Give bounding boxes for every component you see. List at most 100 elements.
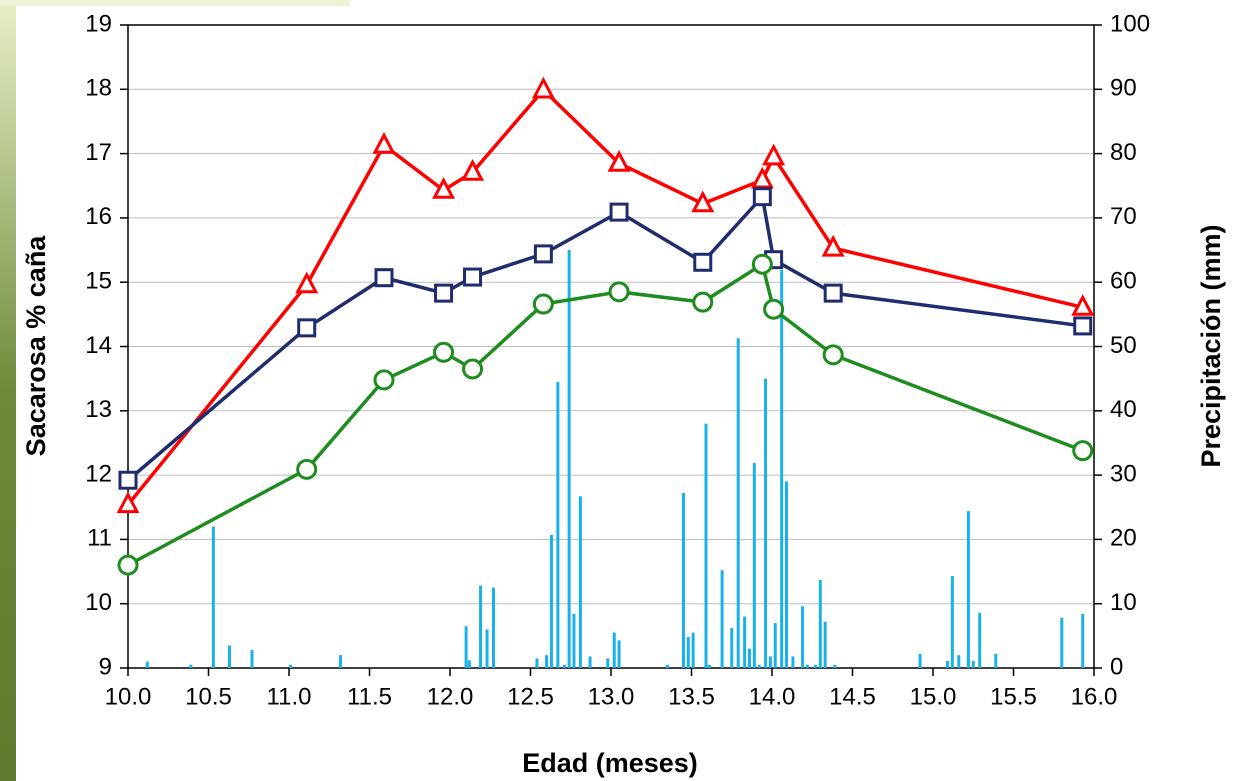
precipitation-bar [691, 632, 695, 668]
precipitation-bar [572, 613, 576, 668]
precipitation-bar [945, 660, 949, 668]
plot-frame [127, 24, 1095, 669]
precipitation-bar [833, 664, 837, 668]
circle-marker [822, 344, 844, 366]
precipitation-bar [289, 664, 293, 668]
precipitation-bar [686, 637, 690, 668]
square-marker [1073, 316, 1093, 336]
triangle-marker [432, 177, 456, 199]
square-marker [533, 244, 553, 264]
y-tick-label: 15 [85, 268, 112, 295]
triangle-marker [750, 166, 774, 189]
y2-tick-label: 50 [1110, 332, 1137, 359]
y-tick-label: 17 [85, 139, 112, 166]
y-tick-label: 10 [85, 589, 112, 616]
square-marker [693, 252, 713, 272]
square-marker [752, 187, 772, 207]
precipitation-bar [485, 629, 489, 668]
precipitation-bar [966, 511, 970, 668]
y2-tick-label: 80 [1110, 139, 1137, 166]
precipitation-bar [823, 621, 827, 668]
y2-tick-label: 90 [1110, 75, 1137, 102]
triangle-marker [691, 190, 715, 213]
square-marker [374, 268, 394, 288]
circle-marker [692, 291, 714, 313]
x-tick-label: 13.5 [668, 683, 715, 710]
precipitation-bar [704, 423, 708, 668]
precipitation-bar [545, 655, 549, 668]
x-axis-title: Edad (meses) [522, 748, 698, 778]
y-tick-label: 12 [85, 460, 112, 487]
precipitation-bar [617, 640, 621, 668]
triangle-marker [372, 132, 396, 154]
y-tick-label: 16 [85, 203, 112, 230]
circle-marker [1072, 440, 1094, 462]
precipitation-bar [736, 338, 740, 668]
x-tick-label: 14.5 [829, 683, 876, 710]
precipitation-bar [339, 655, 343, 668]
precipitation-bar [467, 660, 471, 668]
precipitation-bar [730, 628, 734, 668]
precipitation-bar [971, 660, 975, 668]
triangle-marker [116, 491, 140, 514]
circle-marker [751, 253, 773, 275]
precipitation-bar [535, 658, 539, 668]
y-tick-label: 11 [87, 525, 112, 552]
y-axis-title: Sacarosa % caña [21, 235, 51, 457]
triangle-marker [762, 143, 786, 166]
y2-axis-title: Precipitación (mm) [1196, 224, 1226, 467]
precipitation-bar [211, 526, 215, 668]
triangle-marker [461, 159, 485, 181]
precipitation-bar [1060, 617, 1064, 668]
triangle-marker [531, 76, 555, 99]
x-tick-label: 11.0 [267, 683, 312, 710]
precipitation-bar [549, 534, 553, 668]
x-tick-label: 12.0 [427, 683, 474, 710]
x-tick-label: 15.5 [990, 683, 1037, 710]
square-marker [823, 283, 843, 303]
precipitation-bar [578, 496, 582, 668]
series-line [126, 87, 1084, 506]
precipitation-bar [801, 606, 805, 668]
square-marker [609, 202, 629, 222]
circle-marker [117, 554, 139, 576]
square-marker [463, 267, 483, 287]
precipitation-bar [612, 632, 616, 668]
precipitation-bar [747, 648, 751, 668]
precipitation-bar [250, 649, 254, 668]
y2-tick-label: 30 [1110, 460, 1137, 487]
precipitation-bar [562, 664, 566, 668]
precipitation-bar [606, 658, 610, 668]
precipitation-bar [957, 655, 961, 668]
square-marker [297, 318, 317, 338]
triangle-marker [295, 271, 319, 294]
circle-marker [373, 369, 395, 391]
x-tick-label: 14.0 [749, 683, 796, 710]
y2-tick-label: 10 [1110, 589, 1137, 616]
precipitation-bar [479, 585, 483, 668]
precipitation-bar [978, 612, 982, 668]
circle-marker [296, 458, 318, 480]
precipitation-bar [994, 653, 998, 668]
precipitation-bar [791, 656, 795, 668]
precipitation-bar [567, 250, 571, 669]
y-tick-label: 9 [99, 653, 112, 680]
x-tick-label: 12.5 [507, 683, 554, 710]
y-tick-label: 14 [85, 332, 112, 359]
precipitation-bar [773, 622, 777, 668]
y2-tick-label: 70 [1110, 203, 1137, 230]
series-line [126, 192, 1083, 482]
precipitation-bar [780, 269, 784, 668]
y2-tick-label: 100 [1110, 10, 1150, 37]
y2-tick-label: 20 [1110, 525, 1137, 552]
x-tick-label: 10.5 [185, 683, 232, 710]
precipitation-bar [805, 664, 809, 668]
series-line [127, 261, 1084, 567]
y2-tick-label: 60 [1110, 268, 1137, 295]
precipitation-bar [752, 462, 756, 668]
precipitation-bar [918, 653, 922, 668]
y2-tick-label: 0 [1110, 653, 1123, 680]
square-marker [118, 470, 138, 490]
